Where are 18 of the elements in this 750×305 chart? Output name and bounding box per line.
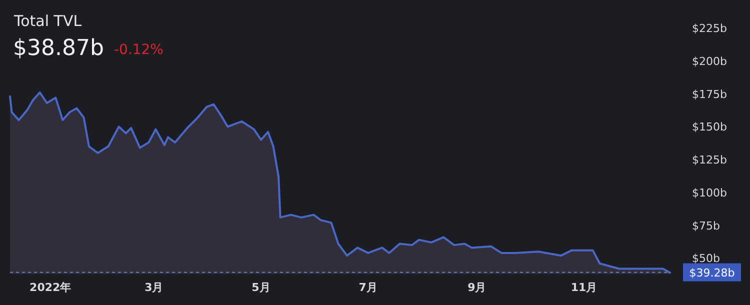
y-tick-label: $100b bbox=[692, 186, 727, 200]
y-tick-label: $200b bbox=[692, 54, 727, 68]
y-tick-label: $75b bbox=[692, 219, 720, 232]
ref-line-label: $39.28b bbox=[689, 266, 735, 280]
x-tick-label: 3月 bbox=[144, 281, 164, 294]
chart-subtitle: $38.87b bbox=[13, 36, 104, 61]
y-tick-label: $125b bbox=[692, 154, 727, 167]
y-tick-label: $50b bbox=[692, 252, 720, 266]
annotation: -0.12% bbox=[114, 42, 164, 58]
x-tick-label: 2022年 bbox=[30, 281, 72, 294]
y-tick-label: $175b bbox=[692, 88, 727, 101]
y-tick-label: $150b bbox=[692, 120, 727, 134]
x-tick-label: 5月 bbox=[252, 281, 270, 294]
chart-title: Total TVL bbox=[13, 12, 82, 30]
y-tick-label: $225b bbox=[692, 22, 727, 35]
x-tick-label: 7月 bbox=[358, 281, 378, 294]
x-tick-label: 11月 bbox=[570, 281, 598, 294]
x-tick-label: 9月 bbox=[468, 281, 486, 294]
